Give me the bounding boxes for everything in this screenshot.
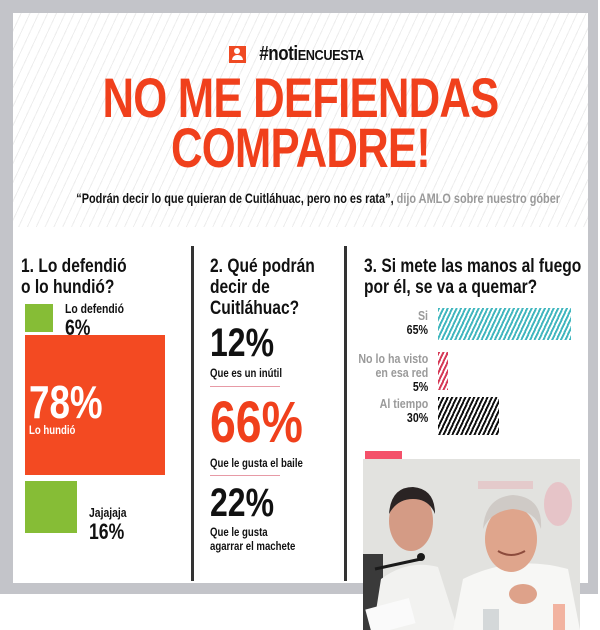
bar-lo-defendio <box>25 304 53 332</box>
label-baile: Que le gusta el baile <box>210 456 303 470</box>
bar-lo-hundio <box>25 335 165 475</box>
question2-title: 2. Qué podrán decir de Cuitláhuac? <box>210 256 315 319</box>
press-photo <box>363 459 580 630</box>
pct-lo-hundio: 78% <box>29 376 103 428</box>
separator <box>210 386 280 387</box>
subtitle-quote: “Podrán decir lo que quieran de Cuitláhu… <box>76 190 561 206</box>
user-icon <box>228 46 246 63</box>
question1-title: 1. Lo defendió o lo hundió? <box>21 256 127 298</box>
infographic-panel: #notiENCUESTA NO ME DEFIENDAS COMPADRE! … <box>13 13 588 583</box>
label-lo-hundio: Lo hundió <box>29 423 76 437</box>
label-no-lo-ha-visto: No lo ha visto en esa red 5% <box>358 351 428 394</box>
bar-si <box>438 308 571 340</box>
brand: #notiENCUESTA <box>13 43 588 68</box>
label-al-tiempo: Al tiempo 30% <box>379 396 428 425</box>
brand-text: #notiENCUESTA <box>258 43 364 65</box>
label-machete: Que le gusta agarrar el machete <box>210 525 296 553</box>
pct-jajajaja: 16% <box>89 519 125 544</box>
column-divider-1 <box>191 246 194 581</box>
bar-al-tiempo <box>438 397 499 435</box>
pct-baile: 66% <box>210 390 303 455</box>
question3-title: 3. Si mete las manos al fuego por él, se… <box>364 256 582 298</box>
label-si: Si 65% <box>406 308 428 337</box>
pct-machete: 22% <box>210 481 275 525</box>
column-divider-2 <box>344 246 347 581</box>
striped-header-background <box>13 13 588 227</box>
bar-no-lo-ha-visto <box>438 352 448 390</box>
separator <box>210 475 280 476</box>
label-lo-defendio: Lo defendió <box>65 301 124 316</box>
photo-illustration <box>363 459 580 630</box>
label-jajajaja: Jajajaja <box>89 505 127 520</box>
pink-accent-bar <box>365 451 402 461</box>
label-inutil: Que es un inútil <box>210 366 283 380</box>
pct-inutil: 12% <box>210 321 275 365</box>
headline: NO ME DEFIENDAS COMPADRE! <box>102 66 499 179</box>
bar-jajajaja <box>25 481 77 533</box>
